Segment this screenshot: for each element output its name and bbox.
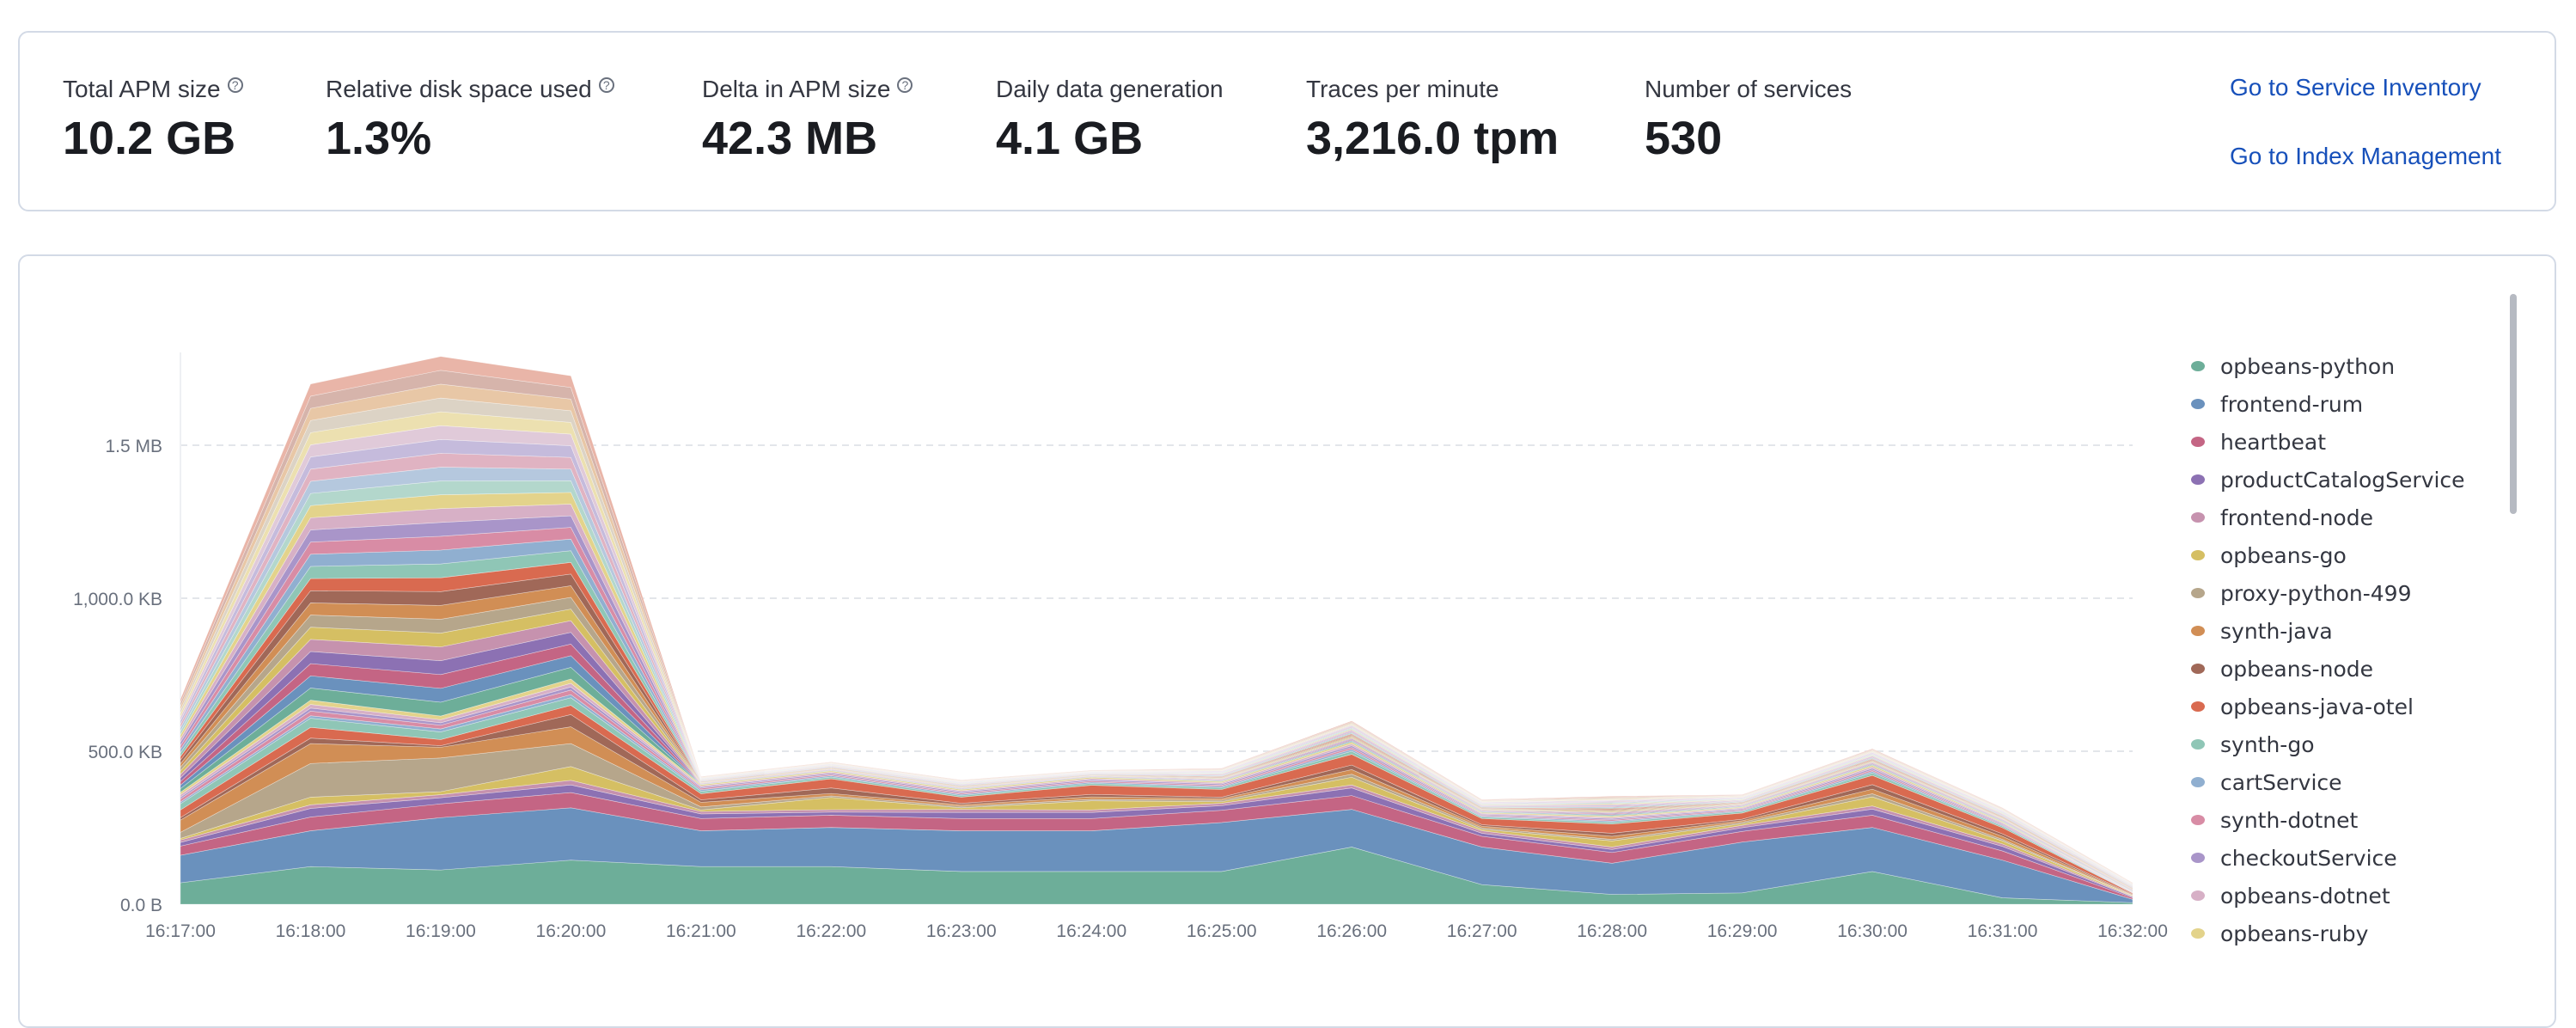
x-tick-label: 16:23:00 xyxy=(926,921,997,941)
legend-color-dot xyxy=(2191,777,2205,787)
x-tick-label: 16:32:00 xyxy=(2097,921,2168,941)
legend-color-dot xyxy=(2191,399,2205,409)
x-tick-label: 16:29:00 xyxy=(1707,921,1778,941)
y-tick-label: 1,000.0 KB xyxy=(73,590,162,609)
stat-daily-data-generation: Daily data generation 4.1 GB xyxy=(996,76,1224,165)
legend-label: opbeans-ruby xyxy=(2220,921,2369,946)
stat-label: Daily data generation xyxy=(996,76,1224,102)
go-to-service-inventory-link[interactable]: Go to Service Inventory xyxy=(2230,74,2481,101)
stat-value: 1.3% xyxy=(326,113,432,164)
legend-label: synth-go xyxy=(2220,731,2315,757)
legend-color-dot xyxy=(2191,588,2205,598)
stat-relative-disk-space: Relative disk space used? 1.3% xyxy=(326,76,614,165)
legend-item[interactable]: opbeans-dotnet xyxy=(2191,877,2465,915)
x-tick-label: 16:31:00 xyxy=(1968,921,2038,941)
legend-color-dot xyxy=(2191,550,2205,560)
legend-label: productCatalogService xyxy=(2220,467,2465,493)
legend-item[interactable]: frontend-rum xyxy=(2191,385,2465,423)
legend-item[interactable]: opbeans-java-otel xyxy=(2191,688,2465,725)
storage-area-chart: 0.0 B 500.0 KB 1,000.0 KB 1.5 MB 16:17:00 16:… xyxy=(73,352,2168,941)
stat-value: 3,216.0 tpm xyxy=(1306,113,1560,164)
legend-color-dot xyxy=(2191,815,2205,825)
stat-value: 10.2 GB xyxy=(63,113,236,164)
y-tick-label: 1.5 MB xyxy=(105,437,162,456)
legend-color-dot xyxy=(2191,626,2205,636)
legend-color-dot xyxy=(2191,664,2205,674)
x-tick-label: 16:22:00 xyxy=(796,921,866,941)
legend-label: heartbeat xyxy=(2220,429,2326,455)
legend-label: opbeans-go xyxy=(2220,542,2347,568)
stats-panel: Total APM size? 10.2 GB Relative disk sp… xyxy=(18,31,2556,211)
x-tick-label: 16:19:00 xyxy=(406,921,476,941)
x-tick-label: 16:30:00 xyxy=(1837,921,1908,941)
legend-color-dot xyxy=(2191,890,2205,901)
legend-color-dot xyxy=(2191,739,2205,750)
stat-delta-apm-size: Delta in APM size? 42.3 MB xyxy=(702,76,913,165)
legend-item[interactable]: checkoutService xyxy=(2191,839,2465,877)
y-tick-label: 0.0 B xyxy=(120,896,162,915)
stat-value: 4.1 GB xyxy=(996,113,1144,164)
stat-label: Number of services xyxy=(1645,76,1853,102)
legend-item[interactable]: synth-java xyxy=(2191,612,2465,650)
x-tick-label: 16:21:00 xyxy=(666,921,736,941)
help-icon[interactable]: ? xyxy=(227,77,243,93)
x-tick-label: 16:24:00 xyxy=(1056,921,1126,941)
legend-item[interactable]: synth-go xyxy=(2191,725,2465,763)
legend-label: opbeans-dotnet xyxy=(2220,883,2390,909)
stat-value: 42.3 MB xyxy=(702,113,878,164)
legend-item[interactable]: synth-dotnet xyxy=(2191,801,2465,839)
x-tick-label: 16:28:00 xyxy=(1577,921,1647,941)
legend-item[interactable]: opbeans-node xyxy=(2191,650,2465,688)
legend-item[interactable]: opbeans-ruby xyxy=(2191,915,2465,952)
stat-label: Traces per minute xyxy=(1306,76,1499,102)
stat-value: 530 xyxy=(1645,113,1723,164)
legend-scrollbar[interactable] xyxy=(2510,294,2517,514)
legend-item[interactable]: heartbeat xyxy=(2191,423,2465,461)
legend-label: opbeans-node xyxy=(2220,656,2374,682)
stat-label: Total APM size xyxy=(63,76,221,102)
legend-label: synth-dotnet xyxy=(2220,807,2359,833)
area-series[interactable] xyxy=(180,356,2133,884)
go-to-index-management-link[interactable]: Go to Index Management xyxy=(2230,143,2501,169)
stat-total-apm-size: Total APM size? 10.2 GB xyxy=(63,76,243,165)
stat-traces-per-minute: Traces per minute 3,216.0 tpm xyxy=(1306,76,1559,165)
legend-item[interactable]: opbeans-python xyxy=(2191,347,2465,385)
stat-label: Delta in APM size xyxy=(702,76,891,102)
x-tick-label: 16:26:00 xyxy=(1316,921,1387,941)
legend-item[interactable]: proxy-python-499 xyxy=(2191,574,2465,612)
x-tick-label: 16:18:00 xyxy=(276,921,346,941)
legend-color-dot xyxy=(2191,701,2205,712)
legend-color-dot xyxy=(2191,928,2205,939)
legend-color-dot xyxy=(2191,437,2205,447)
x-tick-label: 16:27:00 xyxy=(1447,921,1517,941)
legend-label: checkoutService xyxy=(2220,845,2397,871)
x-tick-label: 16:20:00 xyxy=(536,921,607,941)
x-tick-label: 16:25:00 xyxy=(1187,921,1257,941)
stat-label: Relative disk space used xyxy=(326,76,592,102)
legend-item[interactable]: productCatalogService xyxy=(2191,461,2465,499)
chart-legend: opbeans-python frontend-rum heartbeat produ… xyxy=(2191,347,2465,952)
help-icon[interactable]: ? xyxy=(897,77,913,93)
legend-label: opbeans-java-otel xyxy=(2220,694,2414,719)
legend-label: synth-java xyxy=(2220,618,2333,644)
legend-label: cartService xyxy=(2220,769,2342,795)
stat-number-of-services: Number of services 530 xyxy=(1645,76,1852,165)
legend-item[interactable]: opbeans-go xyxy=(2191,536,2465,574)
legend-color-dot xyxy=(2191,512,2205,523)
y-tick-label: 500.0 KB xyxy=(89,743,162,762)
legend-label: frontend-rum xyxy=(2220,391,2364,417)
legend-label: frontend-node xyxy=(2220,505,2373,530)
legend-item[interactable]: frontend-node xyxy=(2191,499,2465,536)
x-tick-label: 16:17:00 xyxy=(145,921,216,941)
legend-label: proxy-python-499 xyxy=(2220,580,2412,606)
help-icon[interactable]: ? xyxy=(598,77,614,93)
legend-item[interactable]: cartService xyxy=(2191,763,2465,801)
legend-color-dot xyxy=(2191,853,2205,863)
legend-label: opbeans-python xyxy=(2220,353,2396,379)
legend-color-dot xyxy=(2191,474,2205,485)
legend-color-dot xyxy=(2191,361,2205,371)
